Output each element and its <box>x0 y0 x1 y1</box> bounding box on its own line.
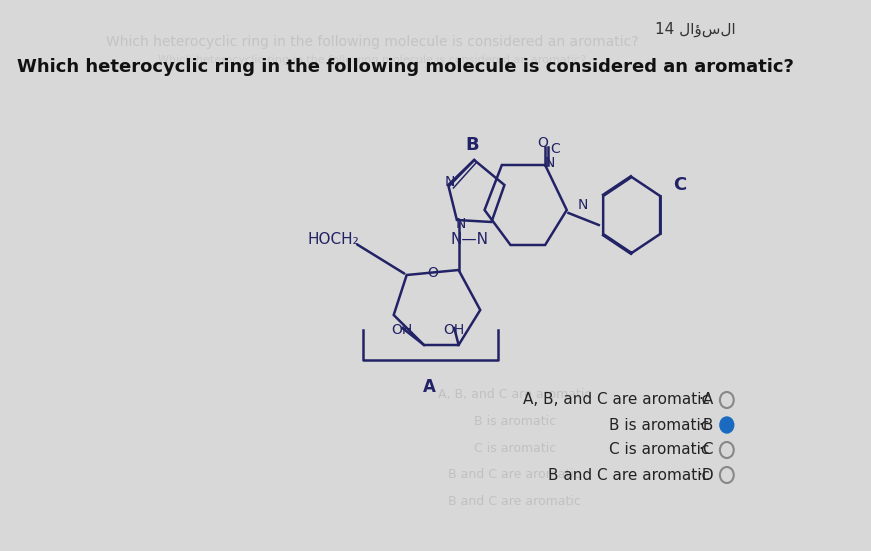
Text: N—N: N—N <box>451 233 489 247</box>
Text: N: N <box>544 156 555 170</box>
Text: 14 لاؤسلا: 14 لاؤسلا <box>655 22 735 37</box>
Text: B is aromatic: B is aromatic <box>474 415 556 428</box>
Text: C: C <box>673 176 686 194</box>
Text: C: C <box>550 142 560 156</box>
Text: C is aromatic: C is aromatic <box>474 442 556 455</box>
Text: O: O <box>537 136 548 150</box>
Text: O: O <box>427 266 438 280</box>
Text: OH: OH <box>392 323 413 337</box>
Text: B and C are aromatic: B and C are aromatic <box>548 467 710 483</box>
Text: N: N <box>577 198 588 212</box>
Text: Which heterocyclic ring in the following molecule is considered an aromatic?: Which heterocyclic ring in the following… <box>105 35 638 49</box>
Circle shape <box>724 421 730 429</box>
Text: ·A: ·A <box>699 392 714 408</box>
Text: B and C are aromatic: B and C are aromatic <box>449 468 581 481</box>
Text: A, B, and C are aromatic: A, B, and C are aromatic <box>438 388 591 401</box>
Text: ·B: ·B <box>699 418 714 433</box>
Text: A, B, and C are aromatic: A, B, and C are aromatic <box>523 392 710 408</box>
Text: B and C are aromatic: B and C are aromatic <box>449 495 581 508</box>
Text: N: N <box>456 217 465 231</box>
Circle shape <box>723 420 731 430</box>
Text: B: B <box>466 136 479 154</box>
Text: ·C: ·C <box>699 442 714 457</box>
Text: B is aromatic: B is aromatic <box>610 418 710 433</box>
Text: A: A <box>422 378 436 396</box>
Circle shape <box>720 417 733 433</box>
Text: Which heterocyclic ring in the following molecule is considered an aromatic?: Which heterocyclic ring in the following… <box>17 58 794 76</box>
Text: OH: OH <box>443 323 465 337</box>
Text: HOCH₂: HOCH₂ <box>307 233 359 247</box>
Text: ·D: ·D <box>697 467 714 483</box>
Text: C is aromatic: C is aromatic <box>609 442 710 457</box>
Text: Which heterocyclic ring in the following molecule is considered an aromatic?: Which heterocyclic ring in the following… <box>158 55 586 65</box>
Text: N: N <box>445 175 456 189</box>
